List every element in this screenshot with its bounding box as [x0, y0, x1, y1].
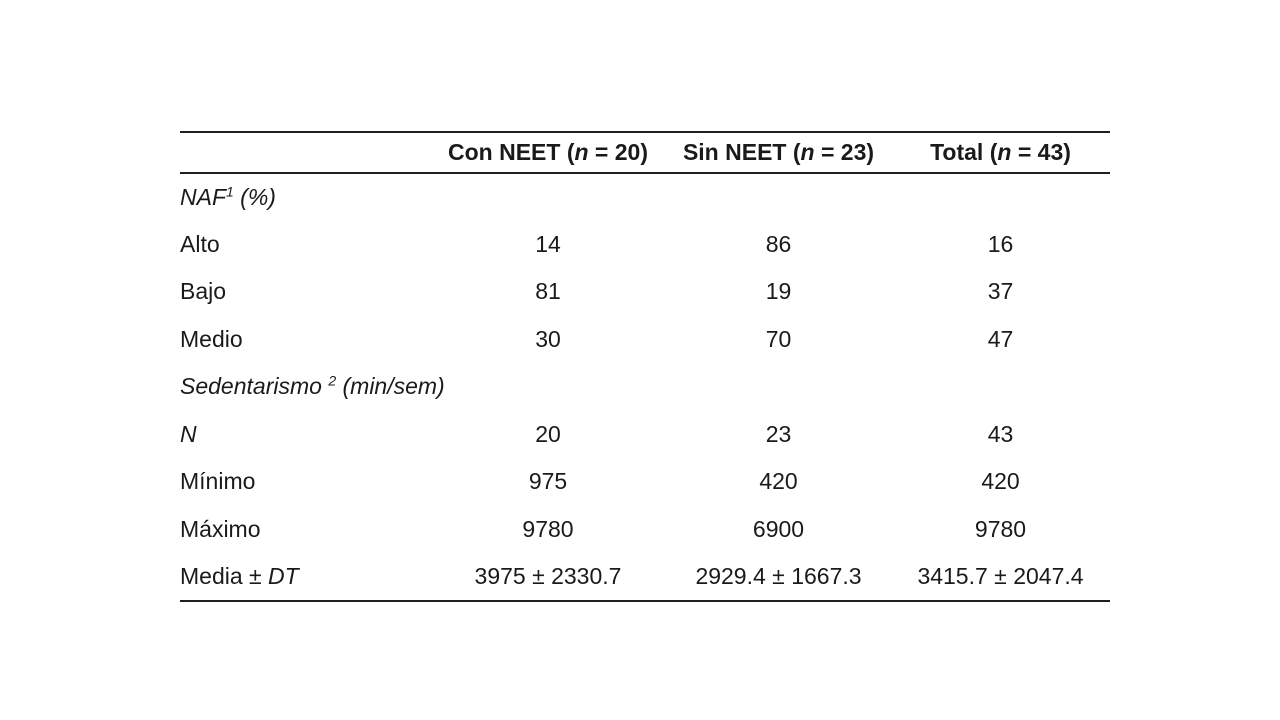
label-text: Sedentarismo: [180, 373, 329, 400]
label-text: Alto: [180, 230, 220, 257]
label-text: NAF: [180, 183, 226, 210]
row-label: Alto: [180, 221, 430, 269]
header-text: Total (: [930, 139, 998, 165]
table-row-n: N 20 23 43: [180, 411, 1110, 459]
label-text: (%): [233, 183, 276, 210]
header-text: = 23): [814, 139, 875, 165]
cell-sin-neet: 2929.4 ± 1667.3: [666, 553, 891, 602]
cell-total: 420: [981, 468, 1020, 495]
label-text: Máximo: [180, 515, 261, 542]
row-label: Bajo: [180, 268, 430, 316]
row-label: Sedentarismo 2 (min/sem): [180, 363, 445, 411]
cell-con-neet: 20: [535, 420, 561, 447]
label-text: Bajo: [180, 278, 227, 305]
cell-total: 9780: [974, 515, 1027, 542]
cell-sin-neet: 86: [765, 230, 792, 257]
cell-sin-neet: [666, 363, 891, 411]
superscript-marker: 1: [226, 183, 234, 200]
superscript-marker: 2: [328, 372, 337, 389]
cell-con-neet: 81: [535, 278, 561, 305]
cell-con-neet: 30: [535, 325, 561, 352]
cell-total: 43: [987, 420, 1014, 447]
header-text: = 20): [588, 139, 649, 165]
row-label: Mínimo: [180, 458, 430, 506]
label-text: (min/sem): [336, 373, 445, 400]
n-variable: n: [574, 139, 589, 165]
cell-total: 37: [987, 278, 1014, 305]
document-page: Con NEET (n = 20) Sin NEET (n = 23) Tota…: [180, 131, 1110, 602]
table-row-minimo: Mínimo 975 420 420: [180, 458, 1110, 506]
cell-sin-neet: 6900: [752, 515, 805, 542]
cell-con-neet: 975: [528, 468, 568, 495]
table-row-maximo: Máximo 9780 6900 9780: [180, 506, 1110, 554]
cell-total: 16: [987, 230, 1014, 257]
row-label: Máximo: [180, 506, 430, 554]
cell-sin-neet: [666, 173, 891, 221]
cell-con-neet: 9780: [522, 515, 574, 542]
label-text: Medio: [180, 325, 243, 352]
n-variable: n: [800, 139, 815, 165]
cell-sin-neet: 70: [765, 325, 792, 352]
n-variable: n: [997, 139, 1012, 165]
label-text: Media ±: [180, 562, 269, 589]
header-text: Con NEET (: [447, 139, 575, 165]
table-row-alto: Alto 14 86 16: [180, 221, 1110, 269]
header-empty-cell: [180, 131, 430, 174]
row-label: Medio: [180, 316, 430, 364]
stats-table: Con NEET (n = 20) Sin NEET (n = 23) Tota…: [180, 131, 1110, 602]
header-row: Con NEET (n = 20) Sin NEET (n = 23) Tota…: [180, 131, 1110, 174]
cell-sin-neet: 420: [759, 468, 798, 495]
header-total: Total (n = 43): [891, 131, 1110, 174]
table-row-bajo: Bajo 81 19 37: [180, 268, 1110, 316]
label-text: Mínimo: [180, 468, 256, 495]
cell-con-neet: [430, 173, 666, 221]
header-text: Sin NEET (: [682, 139, 801, 165]
cell-sin-neet: 19: [765, 278, 792, 305]
row-label: N: [180, 411, 430, 459]
table-row-sedentarismo-section: Sedentarismo 2 (min/sem): [180, 363, 1110, 411]
cell-total: 3415.7 ± 2047.4: [891, 553, 1110, 602]
table-row-media-dt: Media ± DT 3975 ± 2330.7 2929.4 ± 1667.3…: [180, 553, 1110, 602]
cell-total: [891, 173, 1110, 221]
table-row-medio: Medio 30 70 47: [180, 316, 1110, 364]
cell-total: 47: [987, 325, 1014, 352]
row-label: NAF1 (%): [180, 173, 430, 221]
label-text-italic: DT: [268, 562, 299, 589]
cell-sin-neet: 23: [765, 420, 792, 447]
label-text: N: [180, 420, 197, 447]
row-label: Media ± DT: [180, 553, 430, 602]
cell-con-neet: 14: [535, 230, 561, 257]
cell-con-neet: [430, 363, 666, 411]
cell-total: [891, 363, 1110, 411]
cell-con-neet: 3975 ± 2330.7: [430, 553, 666, 602]
table-row-naf-section: NAF1 (%): [180, 173, 1110, 221]
header-text: = 43): [1011, 139, 1071, 165]
header-con-neet: Con NEET (n = 20): [430, 131, 666, 174]
header-sin-neet: Sin NEET (n = 23): [666, 131, 891, 174]
